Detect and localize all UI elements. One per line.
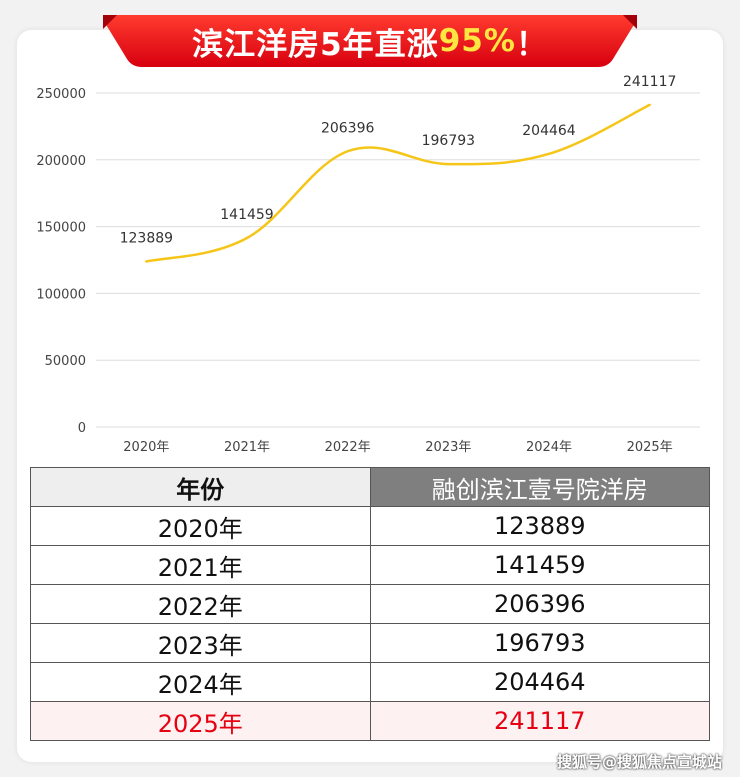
table-cell-year: 2023年: [30, 623, 371, 663]
table-cell-price: 241117: [369, 701, 710, 741]
line-chart: 0 50000 100000 150000 200000 250000 2020年 2021…: [36, 74, 700, 455]
table-cell-year: 2020年: [30, 506, 371, 546]
data-label: 141459: [220, 207, 273, 223]
data-table: 年份 融创滨江壹号院洋房 2020年 123889 2021年 141459 2022年…: [30, 467, 710, 741]
table-cell-price: 123889: [369, 506, 710, 546]
title-banner: 滨江洋房5年直涨 95%！: [103, 15, 637, 67]
table-header-price: 融创滨江壹号院洋房: [369, 467, 710, 507]
table-cell-year: 2025年: [30, 701, 371, 741]
x-tick-label: 2020年: [123, 440, 169, 455]
watermark: 搜狐号@搜狐焦点宣城站: [556, 753, 722, 771]
table-cell-year: 2022年: [30, 584, 371, 624]
y-axis-ticks: 0 50000 100000 150000 200000 250000: [36, 87, 86, 436]
x-tick-label: 2025年: [627, 440, 673, 455]
table-row: 2021年 141459: [30, 545, 710, 585]
table-row: 2022年 206396: [30, 584, 710, 624]
x-tick-label: 2022年: [325, 440, 371, 455]
table-body: 2020年 123889 2021年 141459 2022年 206396 2023年 19…: [30, 506, 710, 741]
y-tick-label: 150000: [36, 221, 86, 236]
data-label: 241117: [623, 74, 676, 90]
table-row: 2024年 204464: [30, 662, 710, 702]
table-row: 2020年 123889: [30, 506, 710, 546]
table-header-year: 年份: [30, 467, 371, 507]
x-tick-label: 2021年: [224, 440, 270, 455]
y-tick-label: 100000: [36, 287, 86, 302]
y-tick-label: 0: [78, 421, 86, 436]
data-label: 204464: [522, 123, 576, 139]
data-label: 123889: [120, 230, 173, 246]
data-label: 206396: [321, 120, 375, 136]
y-tick-label: 250000: [36, 87, 86, 102]
banner-title-prefix: 滨江洋房5年直涨: [192, 26, 439, 63]
table-cell-price: 204464: [369, 662, 710, 702]
data-label: 196793: [422, 133, 475, 149]
table-cell-price: 196793: [369, 623, 710, 663]
banner-title: 滨江洋房5年直涨 95%！: [103, 15, 637, 67]
table-cell-year: 2021年: [30, 545, 371, 585]
grid-lines: [96, 92, 700, 428]
table-header-row: 年份 融创滨江壹号院洋房: [30, 467, 710, 507]
y-tick-label: 200000: [36, 154, 86, 169]
x-tick-label: 2024年: [526, 440, 572, 455]
table-cell-year: 2024年: [30, 662, 371, 702]
table-row: 2023年 196793: [30, 623, 710, 663]
table-row: 2025年 241117: [30, 701, 710, 741]
y-tick-label: 50000: [45, 354, 86, 369]
banner-shape: [103, 15, 637, 67]
table-cell-price: 206396: [369, 584, 710, 624]
banner-title-suffix: ！: [515, 26, 548, 63]
x-tick-label: 2023年: [425, 440, 471, 455]
series-line: [145, 103, 651, 263]
x-axis-ticks: 2020年 2021年 2022年 2023年 2024年 2025年: [123, 440, 672, 455]
data-labels: 123889 141459 206396 196793 204464 241117: [120, 74, 677, 247]
table-cell-price: 141459: [369, 545, 710, 585]
banner-title-highlight: 95%: [438, 23, 516, 59]
